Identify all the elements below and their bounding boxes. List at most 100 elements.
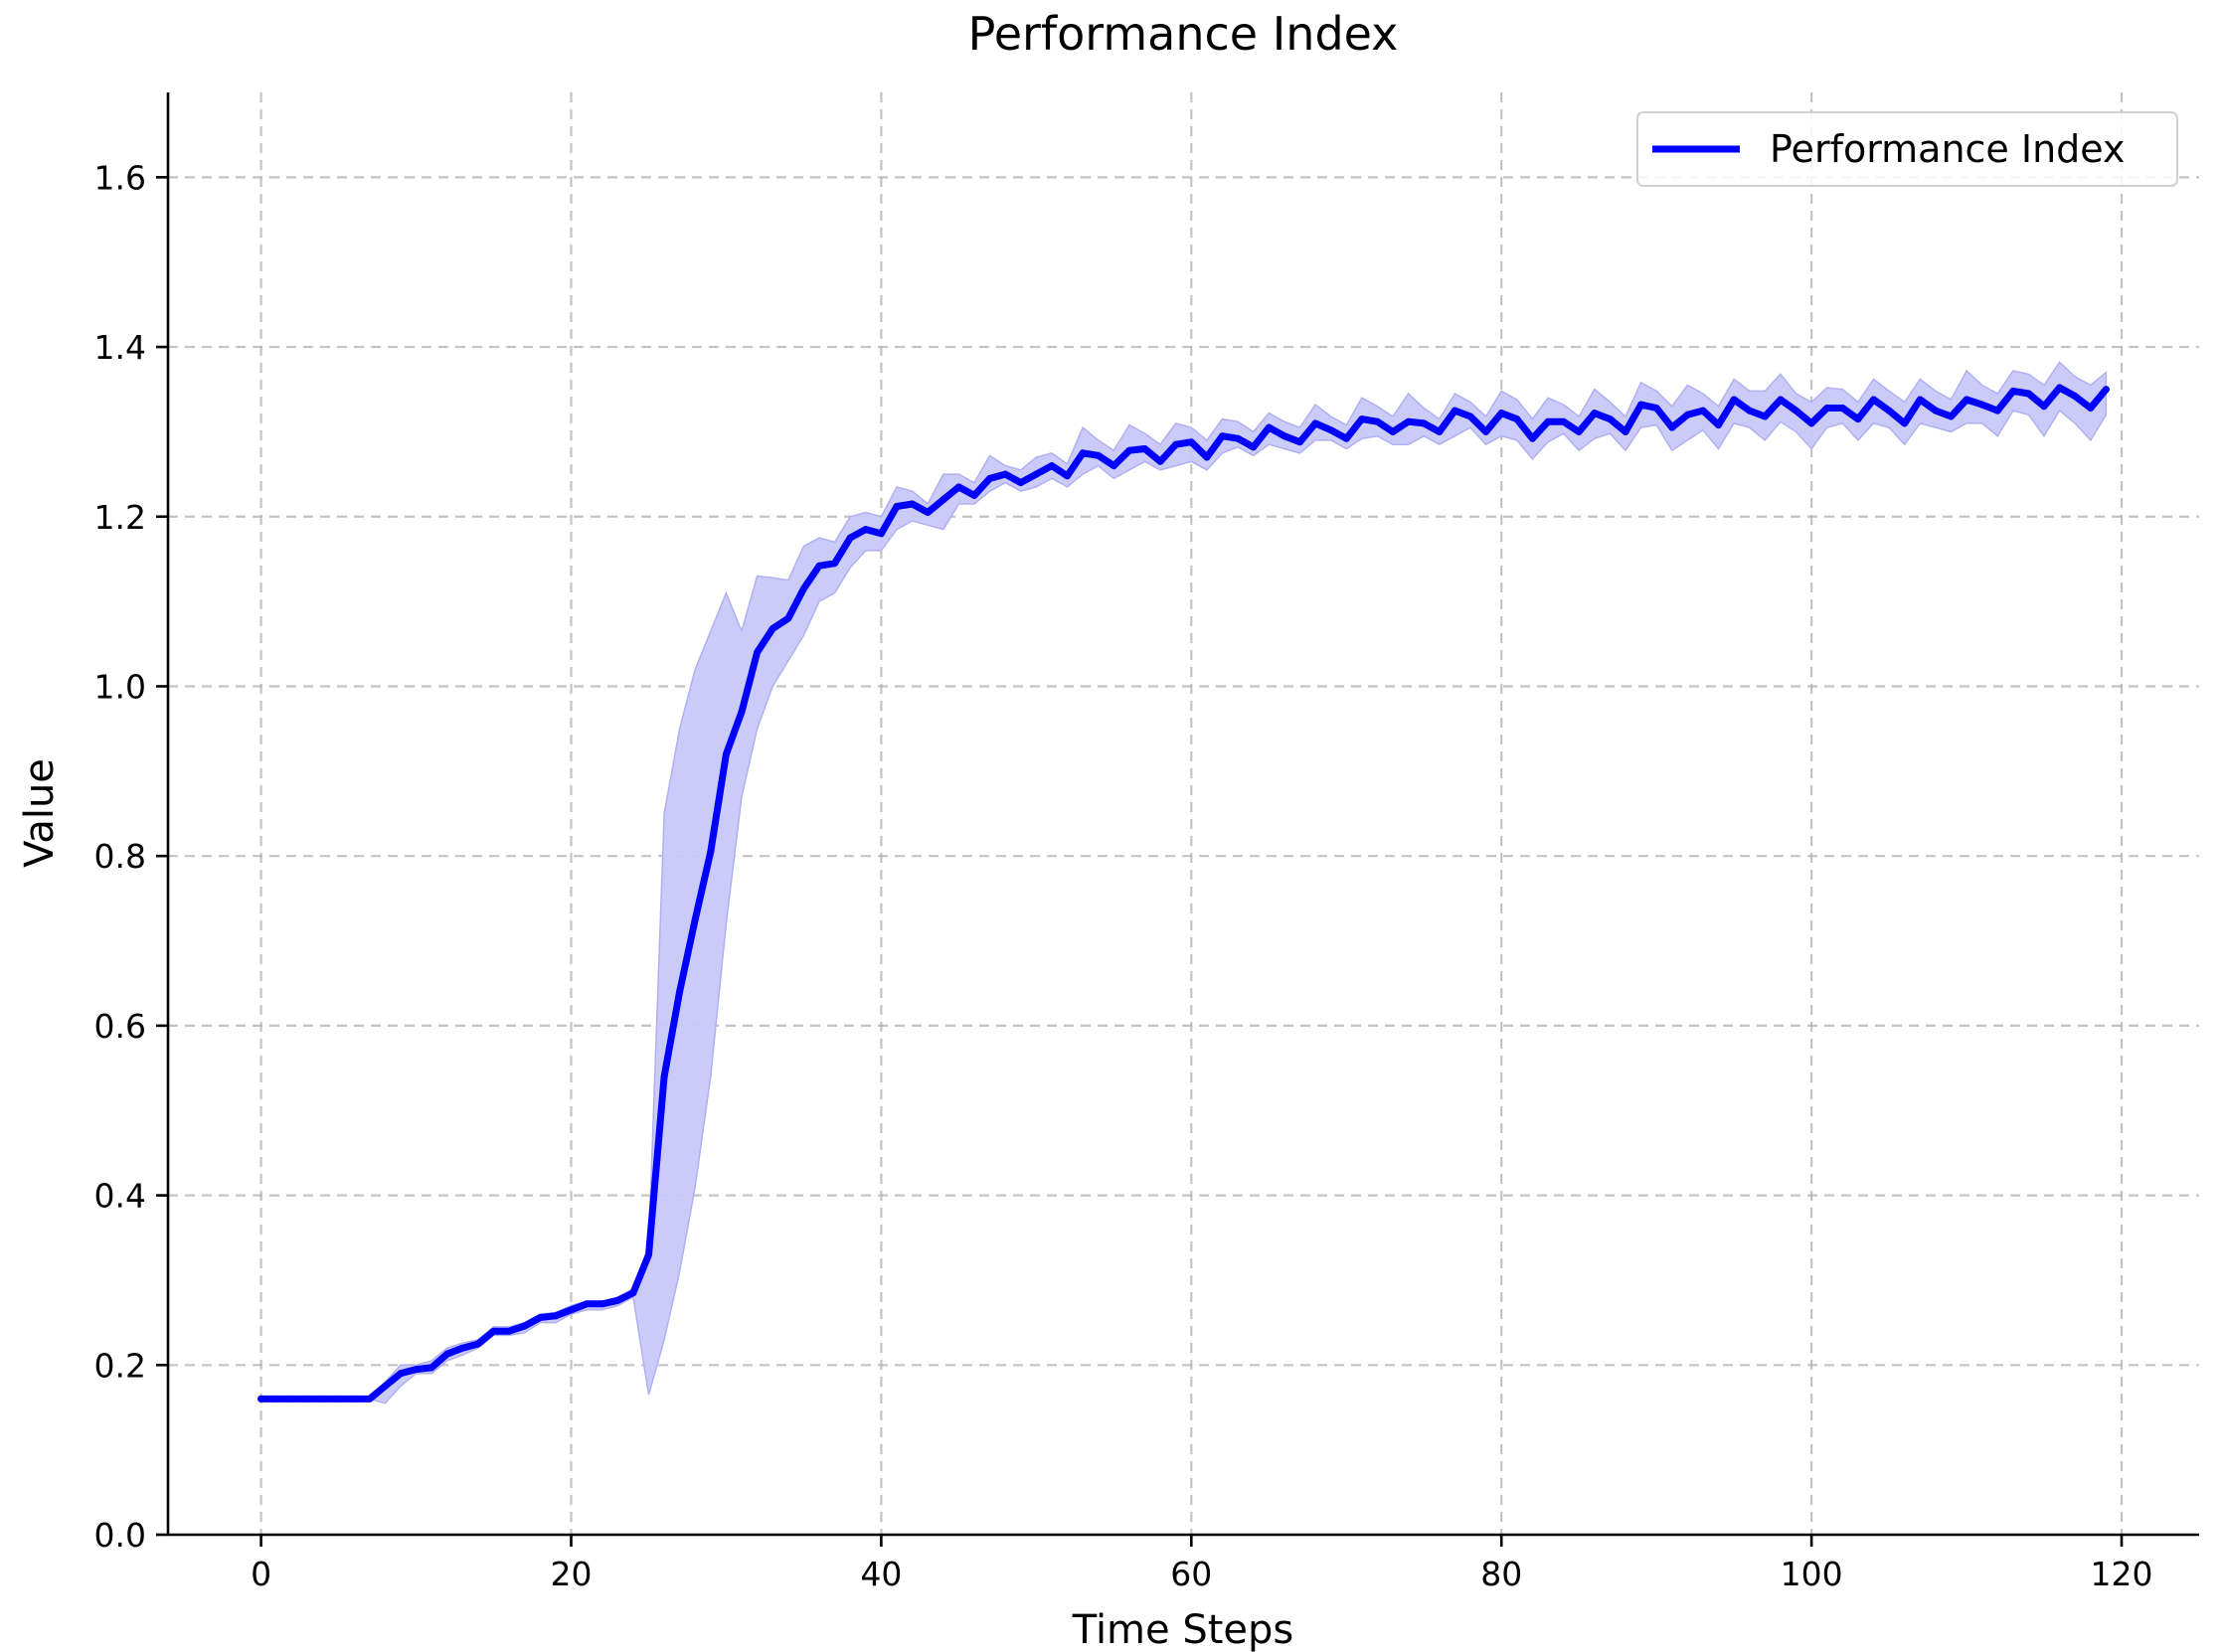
data-point (1001, 470, 1009, 478)
data-point (583, 1300, 591, 1308)
y-tick-label: 0.0 (94, 1516, 146, 1555)
data-point (1265, 423, 1273, 431)
data-point (986, 474, 994, 482)
data-point (1560, 417, 1568, 425)
data-point (1451, 407, 1458, 414)
data-point (799, 584, 807, 592)
x-tick-label: 20 (550, 1555, 592, 1593)
x-tick-label: 60 (1170, 1555, 1212, 1593)
data-point (1978, 401, 1986, 409)
data-point (1916, 396, 1924, 404)
x-tick-label: 0 (251, 1555, 271, 1593)
data-point (660, 1073, 668, 1080)
data-point (1327, 426, 1335, 434)
data-point (257, 1395, 265, 1403)
data-point (1652, 405, 1660, 412)
data-point (1513, 415, 1521, 423)
legend: Performance Index (1636, 111, 2178, 187)
data-point (831, 560, 839, 568)
data-point (1885, 407, 1893, 414)
data-point (1668, 423, 1676, 431)
data-point (319, 1395, 327, 1403)
data-point (2071, 393, 2079, 401)
data-point (815, 562, 823, 570)
data-point (1032, 470, 1040, 478)
data-point (1095, 451, 1103, 459)
chart-title: Performance Index (968, 7, 1399, 61)
data-point (1932, 407, 1940, 414)
data-point (1823, 405, 1831, 412)
data-point (1838, 405, 1846, 412)
y-tick-label: 0.8 (94, 837, 146, 876)
data-point (598, 1300, 606, 1308)
data-point (427, 1364, 435, 1372)
data-point (350, 1395, 358, 1403)
data-point (1993, 407, 2001, 414)
data-point (846, 534, 854, 542)
data-point (1234, 434, 1242, 442)
legend-box (1636, 111, 2178, 187)
data-point (2102, 386, 2110, 394)
data-point (1715, 421, 1722, 429)
y-tick-label: 0.6 (94, 1007, 146, 1046)
data-point (1606, 415, 1614, 423)
data-point (1854, 415, 1862, 423)
data-point (1901, 419, 1909, 427)
data-point (490, 1327, 497, 1335)
data-point (1870, 396, 1877, 404)
data-point (1575, 427, 1583, 435)
data-point (613, 1296, 621, 1304)
data-point (877, 530, 885, 538)
data-point (1497, 410, 1505, 417)
data-point (1793, 407, 1799, 414)
data-point (722, 750, 730, 758)
data-point (738, 708, 746, 716)
data-point (1141, 445, 1148, 452)
data-point (1311, 419, 1319, 427)
x-tick-label: 120 (2091, 1555, 2153, 1593)
y-tick-label: 0.4 (94, 1177, 146, 1216)
data-point (1250, 443, 1258, 451)
data-point (1482, 427, 1490, 435)
data-point (1683, 411, 1691, 418)
data-point (458, 1344, 466, 1352)
data-point (1125, 446, 1133, 454)
data-point (784, 614, 792, 622)
data-point (1405, 417, 1413, 425)
data-point (893, 503, 901, 510)
x-tick-label: 80 (1480, 1555, 1522, 1593)
series-line-performance-index (257, 384, 2110, 1403)
x-axis-ticks: 0 20 40 60 80 100 120 (251, 1535, 2153, 1593)
data-point (1420, 419, 1428, 427)
data-point (505, 1327, 513, 1335)
data-point (1172, 440, 1180, 448)
data-point (521, 1322, 529, 1330)
data-point (366, 1395, 374, 1403)
data-point (381, 1383, 389, 1391)
data-point (1948, 413, 1955, 420)
data-point (2025, 390, 2032, 398)
data-point (272, 1395, 280, 1403)
data-point (1342, 434, 1350, 442)
data-point (443, 1350, 451, 1358)
data-point (1807, 419, 1815, 427)
data-point (1544, 417, 1552, 425)
data-point (862, 526, 870, 534)
data-point (2009, 387, 2017, 395)
y-tick-label: 1.6 (94, 158, 146, 197)
data-point (924, 509, 932, 516)
data-point (1219, 432, 1226, 440)
data-point (1389, 427, 1397, 435)
data-point (2056, 384, 2064, 392)
data-points (257, 384, 2110, 1403)
data-point (474, 1340, 482, 1348)
data-point (769, 624, 776, 632)
data-point (954, 483, 962, 491)
data-point (1048, 462, 1056, 470)
x-axis-label: Time Steps (1072, 1607, 1294, 1652)
data-point (1203, 453, 1211, 461)
x-tick-label: 100 (1781, 1555, 1843, 1593)
y-tick-label: 1.0 (94, 667, 146, 706)
confidence-band (260, 361, 2108, 1404)
data-point (1637, 401, 1645, 409)
